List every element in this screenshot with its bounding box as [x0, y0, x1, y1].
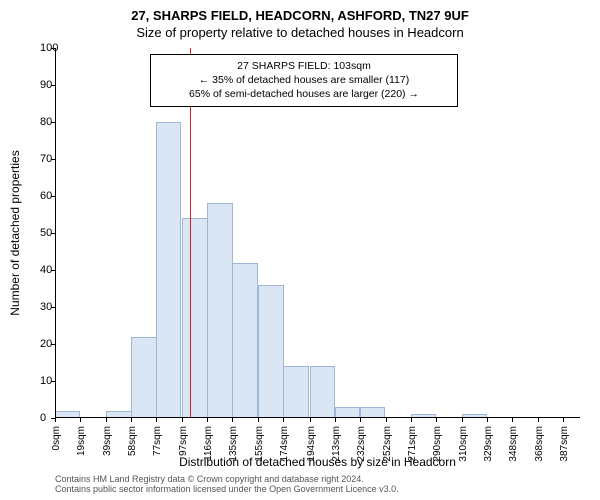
y-tick-label: 50 — [40, 227, 45, 239]
histogram-bar — [131, 337, 156, 418]
x-tick-label: 0sqm — [51, 426, 62, 450]
x-tick-mark — [487, 418, 488, 422]
histogram-bar — [310, 366, 335, 418]
y-axis-label: Number of detached properties — [8, 48, 22, 418]
histogram-bar — [156, 122, 181, 418]
x-tick-mark — [386, 418, 387, 422]
annotation-line: ← 35% of detached houses are smaller (11… — [159, 73, 449, 87]
x-tick-mark — [512, 418, 513, 422]
x-tick-mark — [131, 418, 132, 422]
x-axis-label: Distribution of detached houses by size … — [55, 455, 580, 469]
y-tick-label: 80 — [40, 116, 45, 128]
y-tick-label: 60 — [40, 190, 45, 202]
y-tick-label: 10 — [40, 375, 45, 387]
x-tick-mark — [360, 418, 361, 422]
x-tick-label: 97sqm — [178, 426, 189, 456]
x-tick-mark — [538, 418, 539, 422]
chart-title-desc: Size of property relative to detached ho… — [0, 25, 600, 40]
y-tick-label: 20 — [40, 338, 45, 350]
x-tick-mark — [182, 418, 183, 422]
y-tick-label: 70 — [40, 153, 45, 165]
x-tick-mark — [106, 418, 107, 422]
y-tick-label: 30 — [40, 301, 45, 313]
histogram-bar — [232, 263, 257, 418]
plot-area: 01020304050607080901000sqm19sqm39sqm58sq… — [55, 48, 580, 418]
chart-container: 27, SHARPS FIELD, HEADCORN, ASHFORD, TN2… — [0, 0, 600, 500]
x-tick-mark — [258, 418, 259, 422]
x-tick-label: 19sqm — [76, 426, 87, 456]
x-tick-mark — [462, 418, 463, 422]
annotation-line: 27 SHARPS FIELD: 103sqm — [159, 59, 449, 73]
histogram-bar — [207, 203, 232, 418]
x-tick-mark — [156, 418, 157, 422]
y-tick-label: 100 — [40, 42, 45, 54]
footer-attribution: Contains HM Land Registry data © Crown c… — [55, 475, 580, 495]
histogram-bar — [283, 366, 308, 418]
x-tick-label: 58sqm — [127, 426, 138, 456]
y-tick-label: 40 — [40, 264, 45, 276]
annotation-line: 65% of semi-detached houses are larger (… — [159, 87, 449, 101]
x-tick-mark — [207, 418, 208, 422]
x-tick-mark — [310, 418, 311, 422]
x-tick-mark — [335, 418, 336, 422]
x-tick-mark — [563, 418, 564, 422]
y-tick-label: 0 — [40, 412, 45, 424]
x-tick-mark — [411, 418, 412, 422]
histogram-bar — [258, 285, 283, 418]
x-tick-mark — [283, 418, 284, 422]
x-tick-mark — [80, 418, 81, 422]
chart-title-address: 27, SHARPS FIELD, HEADCORN, ASHFORD, TN2… — [0, 8, 600, 23]
x-tick-mark — [436, 418, 437, 422]
x-tick-mark — [232, 418, 233, 422]
y-tick-label: 90 — [40, 79, 45, 91]
annotation-box: 27 SHARPS FIELD: 103sqm← 35% of detached… — [150, 54, 458, 107]
y-axis-line — [55, 48, 56, 418]
x-tick-label: 39sqm — [102, 426, 113, 456]
x-tick-mark — [55, 418, 56, 422]
x-tick-label: 77sqm — [152, 426, 163, 456]
histogram-bar — [182, 218, 207, 418]
x-axis-line — [55, 417, 580, 418]
footer-line2: Contains public sector information licen… — [55, 485, 580, 495]
